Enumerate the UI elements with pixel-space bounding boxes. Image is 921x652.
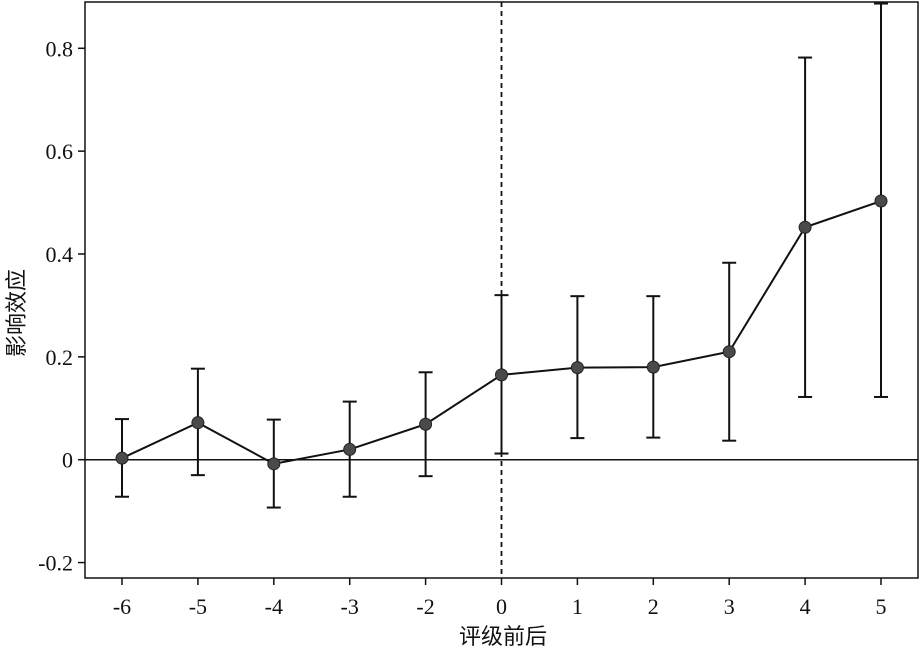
data-points xyxy=(115,194,888,471)
x-axis-title: 评级前后 xyxy=(459,625,547,650)
y-axis-title: 影响效应 xyxy=(5,269,30,357)
data-point xyxy=(343,442,357,456)
data-point xyxy=(267,457,281,471)
y-tick-label: 0.6 xyxy=(46,139,74,164)
y-tick-label: 0.4 xyxy=(46,242,74,267)
y-axis: -0.2 0 0.2 0.4 0.6 0.8 xyxy=(38,36,85,576)
data-point xyxy=(419,417,433,431)
x-tick-label: 2 xyxy=(648,594,659,619)
data-point xyxy=(722,345,736,359)
x-tick-label: 4 xyxy=(800,594,811,619)
x-tick-label: -3 xyxy=(341,594,359,619)
y-tick-label: 0 xyxy=(62,448,73,473)
x-tick-label: -4 xyxy=(265,594,283,619)
data-point xyxy=(798,220,812,234)
y-tick-label: -0.2 xyxy=(38,551,73,576)
x-tick-label: 3 xyxy=(724,594,735,619)
x-tick-label: -5 xyxy=(189,594,207,619)
data-point xyxy=(570,361,584,375)
data-point xyxy=(874,194,888,208)
x-tick-label: -6 xyxy=(113,594,131,619)
y-tick-label: 0.8 xyxy=(46,36,74,61)
data-point xyxy=(495,368,508,382)
reference-lines xyxy=(85,2,918,578)
data-point xyxy=(191,416,205,430)
x-tick-label: -2 xyxy=(416,594,434,619)
data-point xyxy=(115,451,129,465)
x-tick-label: 0 xyxy=(496,594,507,619)
x-tick-label: 1 xyxy=(572,594,583,619)
x-axis: -6 -5 -4 -3 -2 0 1 2 3 4 5 xyxy=(113,578,887,619)
x-tick-label: 5 xyxy=(876,594,887,619)
y-tick-label: 0.2 xyxy=(46,345,74,370)
data-point xyxy=(646,360,660,374)
